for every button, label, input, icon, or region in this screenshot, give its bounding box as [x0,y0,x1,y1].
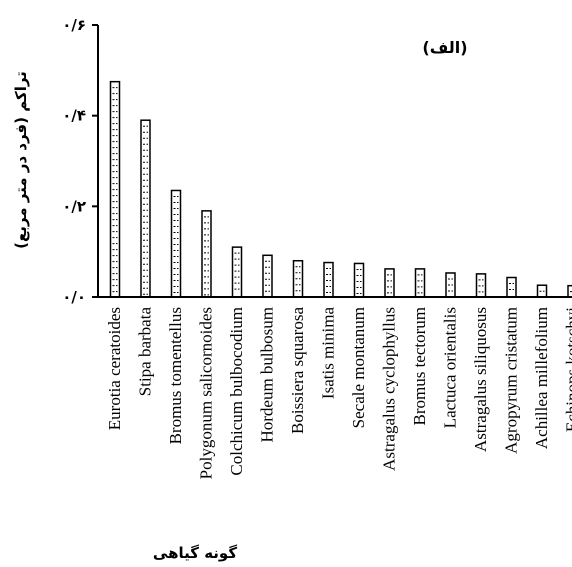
bar-rect [170,189,182,298]
y-tick-label: ۰/۰ [62,288,86,306]
x-category-label: Achillea millefolium [532,307,551,449]
x-category-label: Eurotia ceratoides [105,307,124,430]
y-tick-label: ۰/۶ [62,16,86,34]
y-tick-label: ۰/۴ [62,107,86,125]
x-category-label: Bromus tectorum [410,307,429,426]
bar-rect [201,210,212,298]
bar-rect [353,262,365,298]
bar [445,272,456,298]
x-category-label: Lactuca orientalis [441,307,460,428]
x-category-label: Colchicum bulbocodium [227,307,246,476]
bar [292,259,304,298]
bar-rect [506,276,517,298]
panel-label: (الف) [422,38,467,57]
bar [109,80,121,298]
bar [384,268,395,298]
bar [231,246,243,298]
bar [536,284,548,298]
x-category-label: Stipa barbata [136,307,155,397]
bar [323,261,334,298]
y-axis-title: تراکم (فرد در متر مربع) [12,71,30,249]
x-category-label: Secale montanum [349,307,368,428]
bar [170,189,182,298]
x-category-label: Boissiera squarosa [288,307,307,434]
y-axis-ticks: ۰/۰ ۰/۲ ۰/۴ ۰/۶ [62,16,98,306]
bar-rect [414,268,426,298]
x-category-label: Bromus tomentellus [166,307,185,444]
x-category-label: Astragalus siliquosus [471,307,490,452]
bar [506,276,517,298]
x-axis-title: گونه گیاهی [153,544,237,562]
bar [567,284,572,298]
bars-group [109,80,572,298]
x-category-label: Polygonum salicornoides [197,307,216,479]
bar [140,119,151,298]
bar-rect [323,261,334,298]
x-category-label: Isatis minima [319,307,338,400]
bar-rect [536,284,548,298]
bar-rect [109,80,121,298]
bar [353,262,365,298]
bar-rect [445,272,456,298]
bar-rect [140,119,151,298]
bar [201,210,212,298]
x-category-label: Hordeum bulbosum [258,307,277,443]
bar [414,268,426,298]
x-category-label: Agropyrum cristatum [502,307,521,454]
bar-rect [384,268,395,298]
y-tick-label: ۰/۲ [62,197,86,215]
x-axis-category-labels: Eurotia ceratoides Stipa barbata Bromus to… [105,307,572,480]
x-category-label: Astragalus cyclophyllus [380,307,399,471]
bar-rect [262,254,273,298]
x-category-label: Echinops kotschyi [563,307,572,432]
bar [475,273,487,298]
bar-rect [475,273,487,298]
bar-rect [292,259,304,298]
bar-rect [231,246,243,298]
bar [262,254,273,298]
